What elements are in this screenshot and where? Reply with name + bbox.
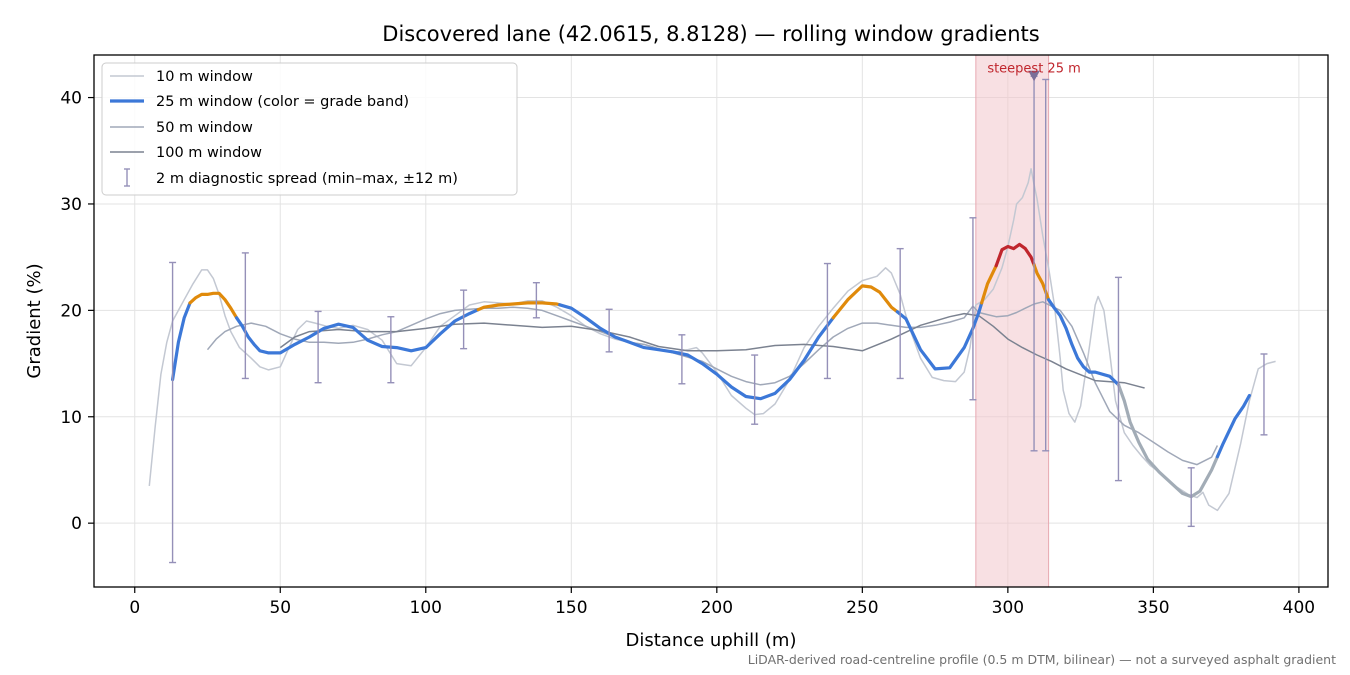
- x-tick-label: 150: [555, 598, 587, 618]
- steepest-annotation: steepest 25 m: [987, 61, 1080, 76]
- series-25m-high-segment: [994, 242, 1036, 268]
- footnote: LiDAR-derived road-centreline profile (0…: [748, 652, 1336, 667]
- steepest-marker-triangle: [1028, 70, 1040, 82]
- series-25m-mid-segment: [831, 284, 899, 320]
- series-25m-outside-segment: [1116, 383, 1219, 499]
- x-tick-label: 0: [129, 598, 140, 618]
- y-axis-label: Gradient (%): [24, 263, 45, 378]
- y-tick-label: 40: [60, 89, 82, 109]
- series-25m-low-segment: [895, 301, 984, 371]
- axis-ticks: 0 50 100 150 200 250 300 350 400 0 10 20 30 40: [60, 89, 1315, 618]
- legend-label-100m: 100 m window: [156, 145, 262, 161]
- series-25m-low-segment: [171, 301, 192, 382]
- series-25m-mid-segment: [188, 291, 239, 320]
- series-25m-mid-segment: [476, 301, 562, 312]
- legend-label-25m: 25 m window (color = grade band): [156, 94, 409, 110]
- y-tick-label: 10: [60, 408, 82, 428]
- series-25m-low-segment: [235, 308, 480, 355]
- series-25m-mid-segment: [980, 264, 998, 305]
- x-tick-label: 250: [846, 598, 878, 618]
- x-tick-label: 200: [701, 598, 733, 618]
- y-tick-label: 0: [71, 514, 82, 534]
- series-25m-low-segment: [1215, 393, 1251, 459]
- x-tick-label: 350: [1137, 598, 1169, 618]
- diagnostic-spread-bars: [169, 75, 1268, 564]
- chart-title: Discovered lane (42.0615, 8.8128) — roll…: [382, 22, 1039, 46]
- y-tick-label: 20: [60, 301, 82, 321]
- legend-swatch-errbar: [124, 168, 130, 187]
- x-axis-label: Distance uphill (m): [626, 630, 797, 651]
- legend-label-errbar: 2 m diagnostic spread (min–max, ±12 m): [156, 171, 458, 187]
- steepest-marker: steepest 25 m: [987, 61, 1081, 82]
- x-tick-label: 300: [992, 598, 1024, 618]
- series-25m-low-segment: [1047, 298, 1121, 387]
- x-tick-label: 400: [1283, 598, 1315, 618]
- x-tick-label: 100: [410, 598, 442, 618]
- series-25m-low-segment: [558, 303, 835, 401]
- x-tick-label: 50: [269, 598, 291, 618]
- legend-label-10m: 10 m window: [156, 69, 253, 85]
- series-100m-line: [279, 312, 1145, 389]
- legend: 10 m window 25 m window (color = grade b…: [101, 62, 518, 196]
- legend-box: [101, 62, 518, 196]
- legend-label-50m: 50 m window: [156, 120, 253, 136]
- grade-band-line: [171, 242, 1251, 499]
- plot-frame: [93, 54, 1329, 588]
- y-tick-label: 30: [60, 195, 82, 215]
